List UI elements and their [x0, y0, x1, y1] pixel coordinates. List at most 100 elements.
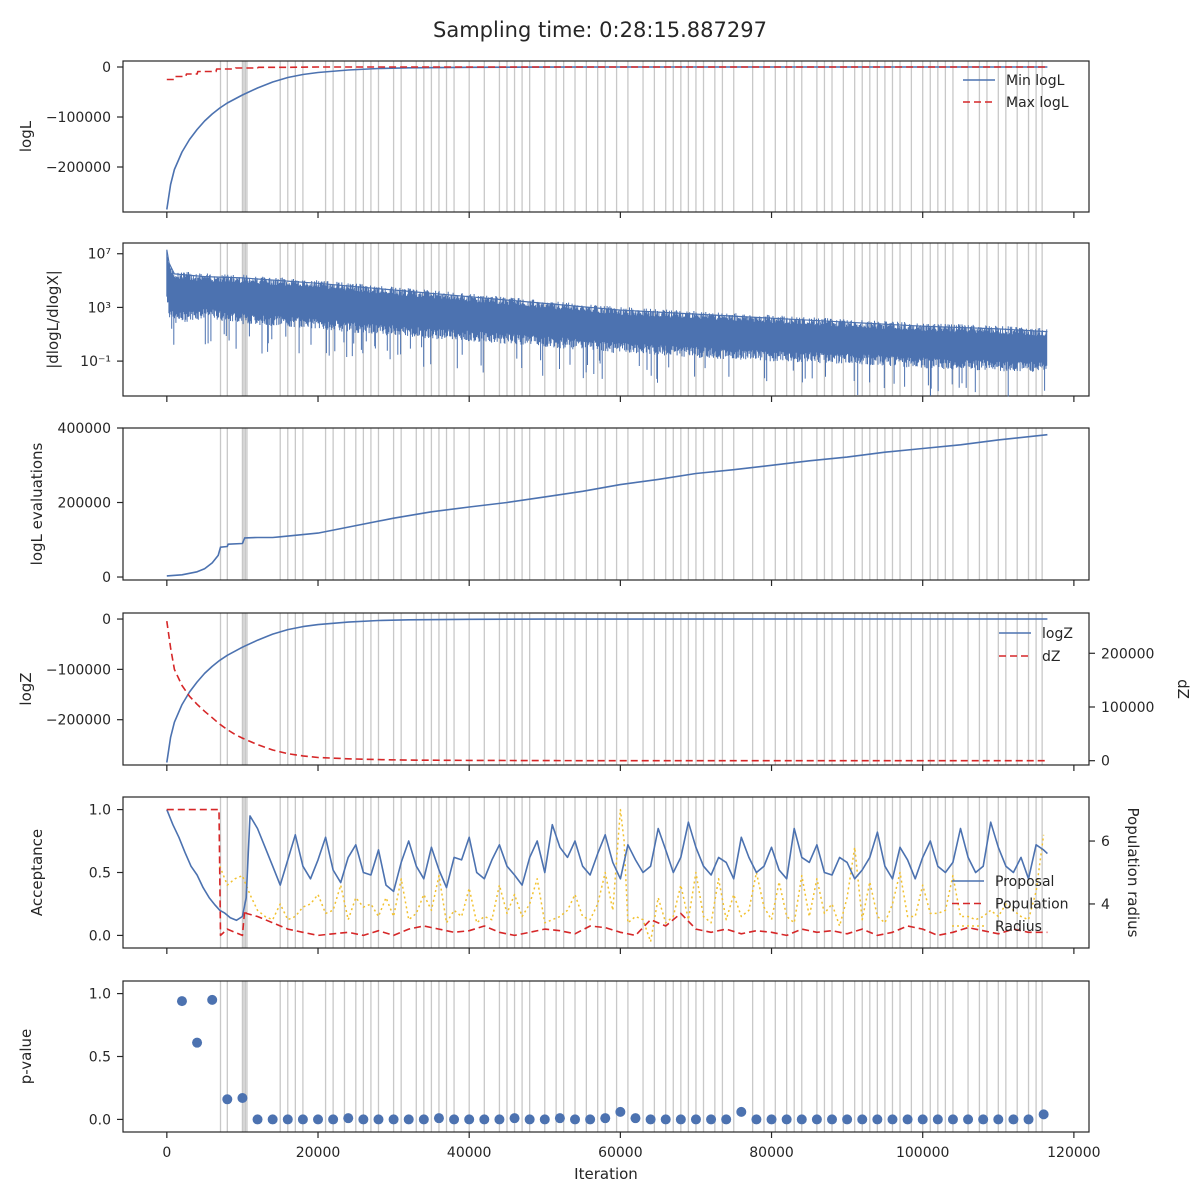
- y-right-axis-label: Population radius: [1124, 808, 1142, 938]
- y-tick-label: 0: [102, 570, 111, 586]
- dlogl-series: [166, 250, 1048, 397]
- pvalue-point: [1023, 1114, 1034, 1125]
- pvalue-point: [872, 1114, 883, 1125]
- pvalue-point: [585, 1114, 596, 1125]
- dlogl-upper-envelope: [166, 249, 1048, 333]
- pvalue-point: [675, 1114, 686, 1125]
- y-tick-label: 0: [102, 60, 111, 76]
- y-tick-label: 10⁻¹: [80, 354, 111, 370]
- pvalue-point: [192, 1037, 203, 1048]
- x-axis-label: Iteration: [574, 1165, 638, 1183]
- pvalue-point: [721, 1114, 732, 1125]
- y-axis-label: logL evaluations: [28, 442, 46, 565]
- y-tick-label: 10⁷: [88, 247, 111, 263]
- x-tick-label: 20000: [296, 1145, 341, 1161]
- series-logz: [166, 618, 1048, 763]
- pvalue-point: [857, 1114, 868, 1125]
- legend-label: Population: [995, 897, 1069, 913]
- pvalue-point: [978, 1114, 989, 1125]
- y-tick-label: 0: [102, 612, 111, 628]
- pvalue-point: [479, 1114, 490, 1125]
- y-tick-label: 400000: [58, 421, 111, 437]
- panel-logZ: 0 −100000 −200000 logZ 200000 100000 0 dZ logZ dZ: [17, 612, 1192, 771]
- pvalue-point: [373, 1114, 384, 1125]
- y-right-axis-label: dZ: [1174, 679, 1192, 699]
- pvalue-points: [176, 994, 1049, 1125]
- series-min-logl: [166, 66, 1048, 210]
- y-axis-label: logZ: [17, 672, 35, 705]
- y-right-tick-label: 200000: [1101, 646, 1154, 662]
- pvalue-point: [222, 1094, 233, 1105]
- pvalue-point: [781, 1114, 792, 1125]
- pvalue-point: [297, 1114, 308, 1125]
- pvalue-point: [630, 1113, 641, 1124]
- pvalue-point: [539, 1114, 550, 1125]
- pvalue-point: [600, 1113, 611, 1124]
- series-evals: [166, 433, 1048, 577]
- y-tick-label: 200000: [58, 496, 111, 512]
- y-right-tick-label: 100000: [1101, 700, 1154, 716]
- y-tick-label: −200000: [46, 160, 111, 176]
- axes-frame: [122, 796, 1090, 949]
- pvalue-point: [736, 1106, 747, 1117]
- y-tick-label: 0.0: [89, 928, 111, 944]
- pvalue-point: [176, 996, 187, 1007]
- x-tick-label: 100000: [896, 1145, 949, 1161]
- panel-logL: 0 −100000 −200000 logL Min logL Max logL: [17, 60, 1090, 218]
- axes-frame: [122, 427, 1090, 581]
- series-dz: [166, 620, 1048, 762]
- y-tick-label: 10³: [88, 300, 111, 316]
- pvalue-point: [1008, 1114, 1019, 1125]
- y-tick-label: −100000: [46, 110, 111, 126]
- y-right-tick-label: 6: [1101, 834, 1110, 850]
- pvalue-point: [842, 1114, 853, 1125]
- pvalue-point: [418, 1114, 429, 1125]
- vlines-0: [219, 61, 1043, 212]
- panel-evals: 400000 200000 0 logL evaluations: [28, 421, 1090, 586]
- axes-frame: [122, 980, 1090, 1133]
- pvalue-point: [963, 1114, 974, 1125]
- vlines-5: [219, 981, 1043, 1132]
- pvalue-point: [449, 1114, 460, 1125]
- x-tick-label: 80000: [749, 1145, 794, 1161]
- series-proposal: [166, 809, 1048, 922]
- y-right-tick-label: 0: [1101, 754, 1110, 770]
- pvalue-point: [660, 1114, 671, 1125]
- figure-title: Sampling time: 0:28:15.887297: [433, 18, 767, 42]
- y-axis-label: |dlogL/dlogX|: [44, 270, 62, 369]
- pvalue-point: [313, 1114, 324, 1125]
- x-tick-label: 0: [162, 1145, 171, 1161]
- y-tick-label: 0.5: [89, 866, 111, 882]
- legend: Proposal Population Radius: [952, 874, 1069, 935]
- x-tick-label: 60000: [598, 1145, 643, 1161]
- pvalue-point: [827, 1114, 838, 1125]
- pvalue-point: [282, 1114, 293, 1125]
- pvalue-point: [388, 1114, 399, 1125]
- panel-acceptance: 1.0 0.5 0.0 Acceptance 6 4 Population radius Pr…: [28, 796, 1142, 954]
- axes-frame: [122, 242, 1090, 397]
- legend: Min logL Max logL: [963, 73, 1069, 111]
- pvalue-point: [615, 1106, 626, 1117]
- y-right-tick-label: 4: [1101, 897, 1110, 913]
- pvalue-point: [690, 1114, 701, 1125]
- y-tick-label: 1.0: [89, 987, 111, 1003]
- pvalue-point: [509, 1113, 520, 1124]
- pvalue-point: [947, 1114, 958, 1125]
- legend-label: Min logL: [1006, 73, 1065, 89]
- pvalue-point: [766, 1114, 777, 1125]
- y-axis-label: logL: [17, 120, 35, 152]
- pvalue-point: [433, 1113, 444, 1124]
- panel-pvalue: 0 20000 40000 60000 80000 100000 120000 1.0 0.5 0…: [17, 980, 1101, 1183]
- y-axis-label: Acceptance: [28, 829, 46, 916]
- dlogl-band: [166, 250, 1048, 397]
- pvalue-point: [796, 1114, 807, 1125]
- pvalue-point: [993, 1114, 1004, 1125]
- y-tick-label: −100000: [46, 662, 111, 678]
- pvalue-point: [343, 1113, 354, 1124]
- y-axis-label: p-value: [17, 1029, 35, 1085]
- pvalue-point: [207, 994, 218, 1005]
- pvalue-point: [252, 1114, 263, 1125]
- y-tick-label: −200000: [46, 713, 111, 729]
- pvalue-point: [464, 1114, 475, 1125]
- x-tick-label: 40000: [447, 1145, 492, 1161]
